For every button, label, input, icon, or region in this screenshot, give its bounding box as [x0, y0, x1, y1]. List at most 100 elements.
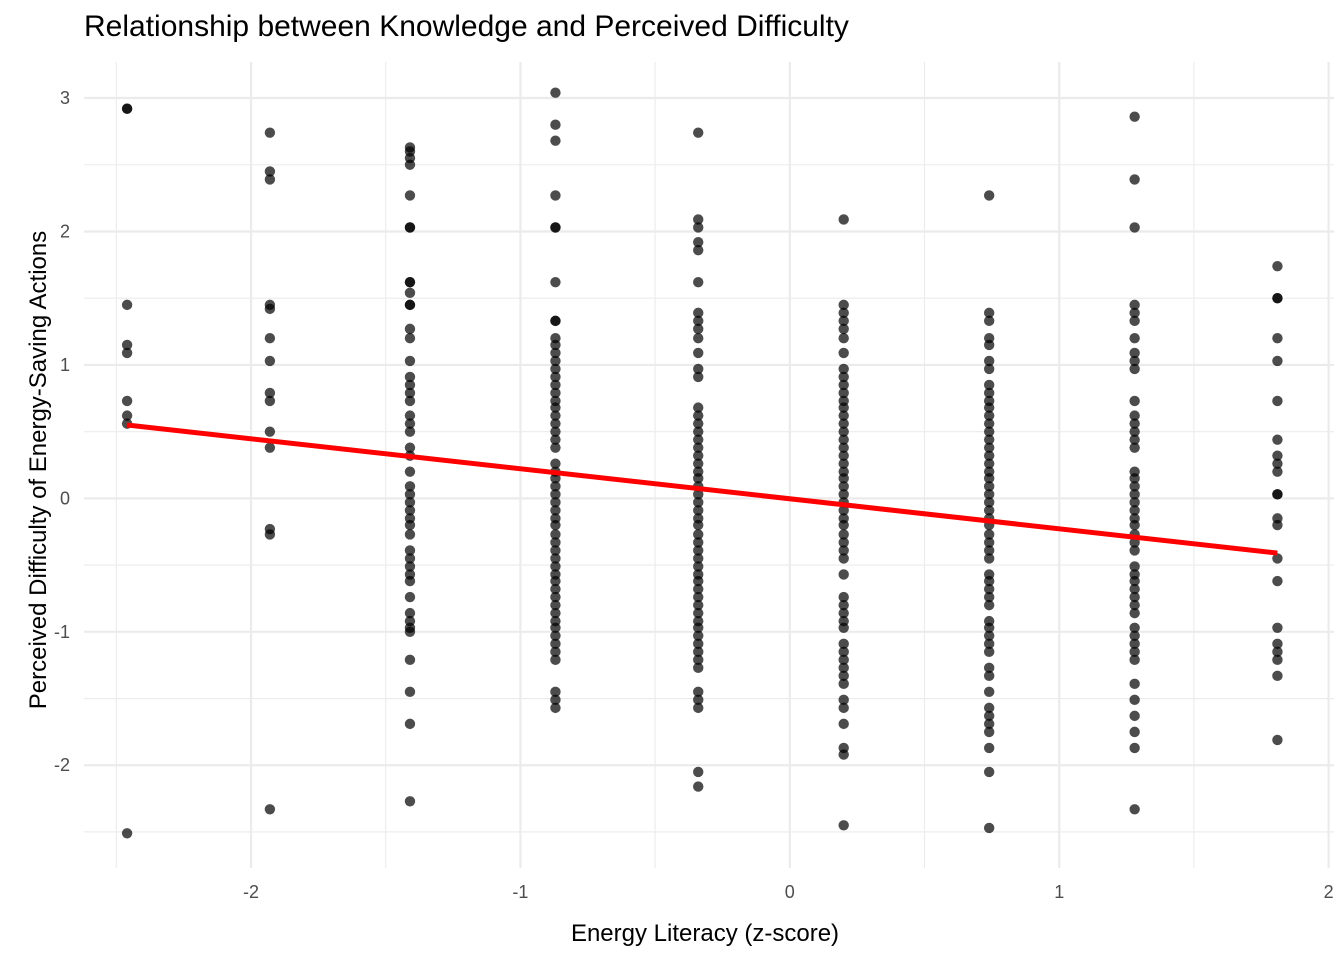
- x-tick-label: 1: [1054, 882, 1064, 902]
- data-point: [404, 654, 416, 666]
- data-point: [1272, 260, 1283, 272]
- data-point: [550, 135, 561, 146]
- data-point: [1272, 646, 1283, 658]
- data-point: [838, 363, 849, 375]
- data-point: [1129, 638, 1140, 650]
- data-point: [550, 339, 561, 351]
- data-point: [983, 822, 995, 834]
- y-tick-label: 3: [60, 88, 70, 108]
- data-point: [404, 333, 416, 344]
- grid-layer: [84, 62, 1334, 868]
- data-point: [264, 303, 276, 315]
- data-point: [983, 307, 995, 319]
- data-point: [983, 450, 995, 461]
- data-point: [983, 630, 995, 642]
- data-point: [550, 529, 561, 540]
- data-point: [1129, 410, 1140, 421]
- data-point: [550, 347, 561, 359]
- data-point: [983, 363, 995, 375]
- data-point: [550, 379, 561, 391]
- data-point: [1272, 553, 1283, 564]
- data-point: [838, 702, 849, 714]
- data-point: [983, 402, 995, 413]
- data-point: [1272, 519, 1283, 531]
- data-point: [550, 505, 561, 516]
- data-point: [550, 315, 561, 327]
- data-point: [693, 702, 704, 714]
- data-point: [838, 654, 849, 666]
- data-point: [550, 418, 561, 429]
- data-point: [404, 426, 416, 437]
- data-point: [983, 458, 995, 469]
- data-point: [550, 537, 561, 548]
- data-point: [404, 442, 416, 453]
- data-point: [838, 591, 849, 603]
- data-point: [838, 678, 849, 690]
- data-point: [550, 686, 561, 698]
- data-point: [404, 276, 416, 288]
- data-point: [838, 323, 849, 335]
- data-point: [838, 662, 849, 674]
- data-point: [264, 426, 276, 437]
- data-point: [838, 638, 849, 650]
- data-point: [983, 505, 995, 516]
- data-point: [550, 434, 561, 445]
- y-tick-label: 2: [60, 221, 70, 241]
- data-point: [838, 489, 849, 500]
- data-point: [983, 545, 995, 556]
- data-point: [264, 355, 276, 367]
- data-point: [693, 646, 704, 658]
- data-point: [838, 749, 849, 760]
- data-point: [264, 166, 276, 177]
- data-point: [550, 473, 561, 484]
- data-point: [404, 418, 416, 429]
- data-point: [404, 371, 416, 383]
- data-point: [550, 87, 561, 98]
- data-point: [983, 553, 995, 564]
- data-point: [983, 315, 995, 327]
- data-point: [264, 804, 276, 815]
- data-point: [983, 662, 995, 674]
- data-point: [693, 489, 704, 500]
- data-point: [404, 379, 416, 391]
- data-point: [550, 654, 561, 666]
- data-point: [838, 371, 849, 383]
- data-point: [693, 553, 704, 564]
- data-point: [1129, 426, 1140, 437]
- data-point: [550, 276, 561, 288]
- data-point: [404, 466, 416, 477]
- data-point: [983, 726, 995, 738]
- data-point: [693, 638, 704, 650]
- data-point: [121, 395, 133, 407]
- data-point: [404, 718, 416, 730]
- data-point: [693, 529, 704, 540]
- data-point: [121, 828, 133, 839]
- data-point: [838, 569, 849, 580]
- data-point: [1272, 622, 1283, 634]
- data-point: [1129, 742, 1140, 754]
- data-point: [1129, 174, 1140, 185]
- data-point: [1272, 654, 1283, 666]
- data-point: [1129, 591, 1140, 603]
- data-point: [838, 718, 849, 730]
- data-point: [693, 426, 704, 437]
- data-point: [404, 505, 416, 516]
- data-point: [550, 458, 561, 469]
- data-point: [983, 434, 995, 445]
- data-point: [550, 519, 561, 531]
- data-point: [838, 458, 849, 469]
- data-point: [1272, 458, 1283, 469]
- data-point: [404, 545, 416, 556]
- data-point: [404, 395, 416, 407]
- data-point: [838, 315, 849, 327]
- data-point: [838, 553, 849, 564]
- data-point: [838, 426, 849, 437]
- data-point: [404, 796, 416, 807]
- data-point: [693, 505, 704, 516]
- data-point: [983, 529, 995, 540]
- data-point: [693, 276, 704, 288]
- data-point: [1272, 333, 1283, 344]
- data-point: [1129, 442, 1140, 453]
- data-point: [550, 545, 561, 556]
